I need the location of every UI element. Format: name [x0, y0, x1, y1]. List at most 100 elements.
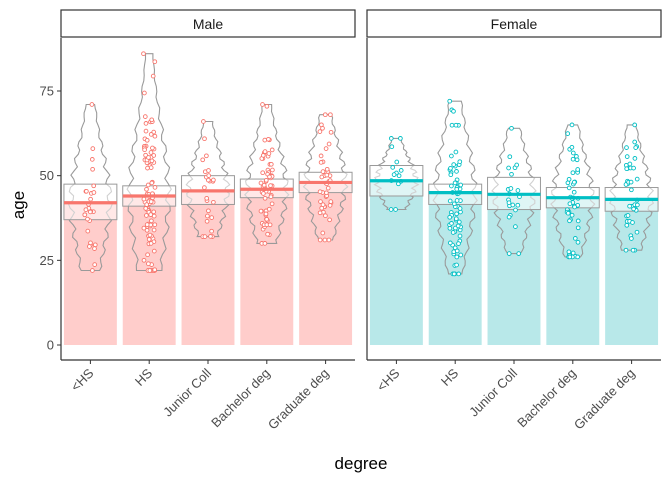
- data-point: [629, 187, 634, 193]
- data-point: [448, 172, 454, 178]
- data-point: [515, 188, 521, 193]
- x-tick-label: Junior Coll: [466, 365, 520, 419]
- data-point: [88, 196, 93, 202]
- data-point: [388, 136, 394, 141]
- data-point: [145, 182, 151, 188]
- data-point: [450, 230, 456, 235]
- x-tick-label: Graduate deg: [571, 366, 638, 433]
- data-point: [451, 201, 457, 207]
- data-point: [456, 241, 461, 246]
- data-point: [506, 165, 511, 171]
- data-point: [318, 160, 324, 165]
- data-point: [454, 248, 460, 254]
- data-point: [514, 162, 520, 168]
- data-point: [448, 165, 453, 171]
- data-point: [566, 176, 572, 182]
- data-point: [508, 186, 514, 191]
- data-point: [148, 199, 154, 204]
- data-point: [571, 189, 577, 195]
- data-point: [569, 122, 575, 128]
- x-tick-label: Bachelor deg: [514, 366, 579, 431]
- data-point: [570, 250, 576, 256]
- data-point: [320, 230, 326, 236]
- data-point: [85, 228, 91, 234]
- y-axis-title: age: [9, 191, 28, 219]
- data-point: [634, 229, 640, 235]
- data-point: [266, 206, 272, 212]
- data-point: [142, 114, 148, 119]
- data-point: [451, 162, 457, 167]
- data-point: [258, 208, 264, 214]
- violin: [302, 114, 349, 241]
- data-point: [149, 117, 155, 123]
- data-point: [623, 247, 629, 253]
- data-point: [458, 182, 464, 188]
- data-point: [322, 237, 328, 243]
- data-point: [627, 203, 632, 209]
- data-point: [574, 157, 580, 163]
- data-point: [631, 165, 636, 171]
- data-point: [567, 218, 572, 224]
- data-point: [151, 227, 157, 233]
- data-point: [510, 202, 516, 208]
- data-point: [328, 129, 334, 135]
- data-point: [268, 183, 273, 188]
- bar: [63, 202, 117, 345]
- data-point: [575, 225, 581, 231]
- data-point: [152, 133, 158, 139]
- data-point: [91, 183, 97, 189]
- data-point: [454, 186, 460, 192]
- data-point: [268, 194, 274, 200]
- data-point: [454, 169, 459, 174]
- data-point: [575, 218, 581, 224]
- data-point: [516, 251, 522, 256]
- data-point: [205, 213, 210, 219]
- data-point: [506, 251, 512, 256]
- data-point: [260, 153, 266, 158]
- x-tick-label: Bachelor deg: [208, 366, 273, 431]
- data-point: [565, 131, 571, 136]
- violin: [491, 127, 537, 255]
- data-point: [628, 179, 634, 185]
- data-point: [318, 153, 324, 159]
- data-point: [506, 200, 512, 206]
- data-point: [320, 169, 326, 174]
- y-tick-label: 50: [40, 168, 54, 183]
- data-point: [327, 203, 333, 208]
- data-point: [143, 152, 148, 158]
- x-tick-label: <HS: [68, 365, 97, 394]
- data-point: [391, 172, 397, 177]
- data-point: [144, 227, 150, 233]
- data-point: [634, 176, 640, 182]
- data-point: [260, 170, 266, 176]
- data-point: [148, 212, 154, 217]
- data-point: [627, 161, 633, 167]
- bar: [369, 180, 423, 345]
- facet-strip-label: Male: [193, 16, 224, 32]
- data-point: [152, 222, 158, 228]
- data-point: [575, 254, 581, 260]
- violin: [550, 124, 596, 258]
- facet-strip: [60, 9, 356, 38]
- bar: [487, 194, 541, 345]
- data-point: [268, 161, 274, 167]
- data-point: [211, 199, 216, 205]
- data-point: [457, 206, 463, 211]
- data-point: [454, 262, 459, 268]
- data-point: [148, 132, 154, 137]
- data-point: [449, 122, 455, 128]
- data-point: [92, 242, 98, 248]
- data-point: [569, 212, 575, 218]
- data-point: [324, 172, 330, 178]
- data-point: [318, 199, 323, 204]
- data-point: [147, 232, 153, 238]
- data-point: [202, 234, 208, 239]
- data-point: [88, 240, 93, 246]
- data-point: [458, 252, 464, 258]
- data-point: [142, 147, 147, 153]
- x-tick-label: Junior Coll: [160, 365, 214, 419]
- data-point: [454, 211, 459, 217]
- y-tick-label: 75: [40, 84, 54, 99]
- data-point: [87, 209, 93, 215]
